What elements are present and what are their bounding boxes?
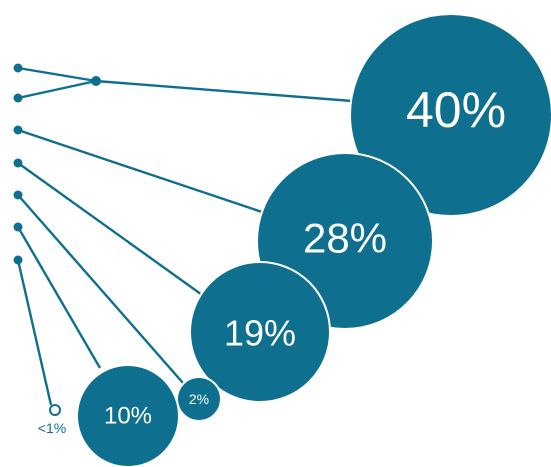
- label-10: 10%: [104, 403, 152, 430]
- connector-dot-6: [13, 222, 23, 232]
- connector-dot-2: [13, 93, 23, 103]
- connector-dots: [13, 63, 101, 265]
- label-lt1: <1%: [38, 420, 66, 436]
- connector-line-40-b: [17, 79, 97, 100]
- connector-line-10: [16, 226, 102, 369]
- connector-lines: [16, 66, 353, 406]
- label-40: 40%: [406, 82, 506, 138]
- label-28: 28%: [303, 215, 387, 262]
- connector-line-lt1: [16, 259, 53, 406]
- bubble-40: [349, 13, 551, 217]
- connector-line-28: [17, 128, 263, 214]
- connector-dot-4: [13, 158, 23, 168]
- bubbles: [49, 13, 551, 467]
- bubble-19: [189, 261, 331, 403]
- connector-dot-3: [13, 125, 23, 135]
- connector-dot-7: [13, 255, 23, 265]
- connector-line-2: [17, 194, 184, 384]
- connector-dot-1: [13, 63, 23, 73]
- bubble-10: [76, 364, 180, 467]
- label-2: 2%: [189, 391, 209, 407]
- bubble-lt1: [49, 404, 61, 416]
- bubble-labels: 40% 28% 19% 2% 10% <1%: [38, 82, 506, 436]
- junction-dot: [91, 76, 101, 86]
- connector-dot-5: [13, 190, 23, 200]
- connector-line-40: [95, 79, 353, 103]
- connector-line-40-a: [17, 66, 97, 83]
- label-19: 19%: [224, 313, 296, 354]
- connector-line-19: [17, 162, 206, 298]
